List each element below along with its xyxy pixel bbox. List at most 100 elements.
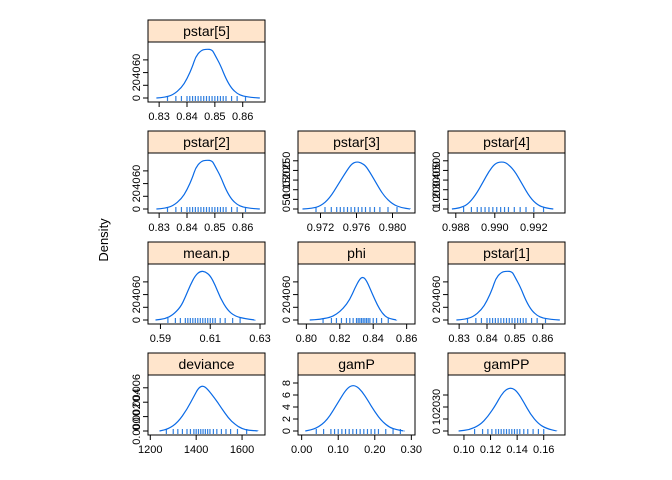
panel-gamp: gamP 0.00 0.10 0.20 0.30 0 2 4 6 8 <box>281 352 422 456</box>
x-tick-label: 0.14 <box>506 444 527 456</box>
y-tick-label: 20 <box>431 401 443 413</box>
x-tick-label: 0.10 <box>328 444 349 456</box>
y-tick-label: 50 <box>281 193 293 205</box>
y-tick-label: 100 <box>281 181 293 199</box>
x-tick-label: 0.84 <box>176 111 197 123</box>
x-tick-label: 0.84 <box>176 222 197 234</box>
x-tick-label: 0.00 <box>291 444 312 456</box>
density-line <box>155 270 256 321</box>
y-tick-label: 20 <box>131 190 143 202</box>
plot-frame <box>447 152 566 214</box>
y-tick-label: 60 <box>431 276 443 288</box>
strip-title: pstar[3] <box>333 134 380 150</box>
x-tick-label: 0.59 <box>150 333 171 345</box>
density-line <box>159 385 259 432</box>
y-tick-label: 40 <box>131 288 143 300</box>
x-tick-label: 1200 <box>138 444 162 456</box>
y-tick-label: 60 <box>131 276 143 288</box>
x-tick-label: 0.82 <box>329 333 350 345</box>
y-tick-label: 60 <box>131 54 143 66</box>
x-tick-label: 0.12 <box>480 444 501 456</box>
y-tick-label: 20 <box>281 301 293 313</box>
plot-frame <box>147 374 266 436</box>
y-tick-label: 0 <box>431 317 443 323</box>
density-line <box>156 159 261 210</box>
plot-frame <box>147 41 266 103</box>
x-tick-label: 0.20 <box>364 444 385 456</box>
y-tick-label: 40 <box>431 288 443 300</box>
panel-grid: pstar[5]0.83 0.84 0.85 0.860204060pstar[2]0… <box>131 19 566 456</box>
y-tick-label: 0 <box>281 317 293 323</box>
x-tick-label: 0.84 <box>476 333 497 345</box>
y-tick-label: 20 <box>131 79 143 91</box>
y-tick-label: 20 <box>431 301 443 313</box>
y-tick-label: 0.006 <box>131 374 143 402</box>
y-tick-label: 0 <box>131 206 143 212</box>
y-tick-label: 200 <box>281 161 293 179</box>
y-tick-label: 4 <box>281 404 293 410</box>
strip-title: pstar[2] <box>183 134 230 150</box>
y-tick-label: 2 <box>281 416 293 422</box>
y-tick-label: 200 <box>431 181 443 199</box>
y-tick-label: 8 <box>281 380 293 386</box>
y-tick-label: 500 <box>431 152 443 170</box>
x-tick-label: 0.80 <box>296 333 317 345</box>
strip-title: pstar[4] <box>483 134 530 150</box>
strip-title: gamP <box>338 356 375 372</box>
x-tick-label: 0.10 <box>453 444 474 456</box>
x-tick-label: 0.980 <box>379 222 407 234</box>
y-tick-label: 20 <box>131 301 143 313</box>
x-tick-label: 0.972 <box>307 222 335 234</box>
x-tick-label: 1600 <box>230 444 254 456</box>
x-tick-label: 0.85 <box>204 111 225 123</box>
density-line <box>451 161 554 210</box>
density-line <box>458 387 558 432</box>
y-tick-label: 30 <box>431 389 443 401</box>
plot-frame <box>147 152 266 214</box>
y-tick-label: 40 <box>281 288 293 300</box>
x-tick-label: 0.86 <box>532 333 553 345</box>
y-tick-label: 400 <box>431 161 443 179</box>
strip-title: pstar[1] <box>483 245 530 261</box>
x-tick-label: 0.16 <box>533 444 554 456</box>
strip-title: mean.p <box>183 245 230 261</box>
density-line <box>456 270 561 321</box>
x-tick-label: 0.86 <box>232 222 253 234</box>
x-tick-label: 0.85 <box>204 222 225 234</box>
y-axis-label: Density <box>96 218 111 262</box>
y-tick-label: 0 <box>131 95 143 101</box>
y-tick-label: 60 <box>131 165 143 177</box>
x-tick-label: 0.990 <box>481 222 509 234</box>
x-tick-label: 0.83 <box>148 222 169 234</box>
y-tick-label: 40 <box>131 177 143 189</box>
plot-frame <box>147 263 266 325</box>
plot-frame <box>447 374 566 436</box>
y-tick-label: 0.000 <box>131 417 143 445</box>
plot-frame <box>297 374 416 436</box>
x-tick-label: 0.84 <box>363 333 384 345</box>
x-tick-label: 0.86 <box>232 111 253 123</box>
x-tick-label: 0.86 <box>396 333 417 345</box>
density-line <box>305 385 405 432</box>
x-tick-label: 0.63 <box>249 333 270 345</box>
y-tick-label: 0.002 <box>131 403 143 431</box>
strip-title: gamPP <box>484 356 530 372</box>
density-line <box>156 48 261 99</box>
x-tick-label: 0.976 <box>343 222 371 234</box>
y-tick-label: 6 <box>281 392 293 398</box>
x-tick-label: 0.61 <box>200 333 221 345</box>
y-tick-label: 60 <box>281 276 293 288</box>
y-tick-label: 150 <box>281 171 293 189</box>
strip-title: phi <box>347 245 366 261</box>
x-tick-label: 0.988 <box>442 222 470 234</box>
strip-title: deviance <box>178 356 234 372</box>
y-tick-label: 100 <box>431 190 443 208</box>
x-tick-label: 0.83 <box>148 111 169 123</box>
